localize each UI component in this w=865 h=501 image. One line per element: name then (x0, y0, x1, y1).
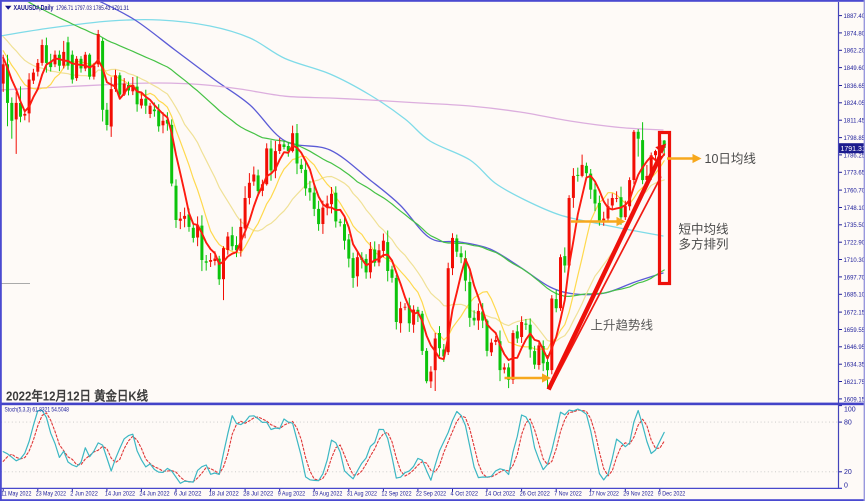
svg-text:1836.65: 1836.65 (844, 83, 865, 90)
svg-text:1672.15: 1672.15 (844, 310, 865, 317)
svg-text:1621.75: 1621.75 (844, 379, 865, 386)
svg-text:1791.31: 1791.31 (841, 146, 865, 153)
svg-text:XAUUSD#,Daily: XAUUSD#,Daily (14, 5, 54, 12)
svg-text:22 Sep 2022: 22 Sep 2022 (416, 490, 447, 497)
svg-text:1697.70: 1697.70 (844, 274, 865, 281)
svg-text:1685.10: 1685.10 (844, 292, 865, 299)
svg-text:19 Aug 2022: 19 Aug 2022 (312, 490, 343, 497)
svg-text:2022年12月12日 黄金日K线: 2022年12月12日 黄金日K线 (6, 389, 148, 404)
svg-text:1634.35: 1634.35 (844, 362, 865, 369)
svg-text:80: 80 (844, 420, 852, 427)
svg-text:1824.05: 1824.05 (844, 100, 865, 107)
svg-text:1760.70: 1760.70 (844, 188, 865, 195)
svg-text:1748.10: 1748.10 (844, 205, 865, 212)
svg-text:23 May 2022: 23 May 2022 (36, 490, 67, 497)
svg-text:1811.45: 1811.45 (844, 118, 865, 125)
svg-text:18 Jul 2022: 18 Jul 2022 (209, 490, 240, 497)
svg-text:1722.90: 1722.90 (844, 240, 865, 247)
svg-text:1798.85: 1798.85 (844, 135, 865, 142)
svg-text:上升趋势线: 上升趋势线 (591, 318, 654, 333)
svg-text:4 Oct 2022: 4 Oct 2022 (451, 490, 479, 497)
svg-text:31 Aug 2022: 31 Aug 2022 (347, 490, 378, 497)
svg-text:7 Nov 2022: 7 Nov 2022 (554, 490, 582, 497)
svg-text:11 May 2022: 11 May 2022 (1, 490, 32, 497)
svg-text:Stoch(5,3,3) 61.8321 54.5048: Stoch(5,3,3) 61.8321 54.5048 (5, 406, 70, 413)
svg-text:1609.15: 1609.15 (844, 396, 865, 403)
svg-text:1862.20: 1862.20 (844, 48, 865, 55)
svg-text:9 Aug 2022: 9 Aug 2022 (278, 490, 306, 497)
svg-text:1786.25: 1786.25 (844, 152, 865, 159)
svg-text:2 Jun 2022: 2 Jun 2022 (70, 490, 98, 497)
svg-text:14 Oct 2022: 14 Oct 2022 (485, 490, 516, 497)
svg-text:20: 20 (844, 469, 852, 476)
svg-text:28 Jul 2022: 28 Jul 2022 (243, 490, 274, 497)
svg-text:1659.55: 1659.55 (844, 327, 865, 334)
svg-text:1796.71 1797.03 1785.43 1791.3: 1796.71 1797.03 1785.43 1791.31 (56, 5, 129, 12)
svg-text:10日均线: 10日均线 (705, 152, 757, 166)
svg-text:0: 0 (844, 482, 848, 489)
svg-text:1849.60: 1849.60 (844, 65, 865, 72)
svg-text:1874.80: 1874.80 (844, 30, 865, 37)
svg-text:6 Jul 2022: 6 Jul 2022 (174, 490, 202, 497)
svg-text:1646.95: 1646.95 (844, 344, 865, 351)
svg-text:9 Dec 2022: 9 Dec 2022 (658, 490, 686, 497)
svg-text:12 Sep 2022: 12 Sep 2022 (381, 490, 412, 497)
svg-text:短中均线: 短中均线 (679, 222, 730, 237)
svg-text:17 Nov 2022: 17 Nov 2022 (589, 490, 620, 497)
svg-text:26 Oct 2022: 26 Oct 2022 (520, 490, 551, 497)
svg-text:24 Jun 2022: 24 Jun 2022 (139, 490, 170, 497)
svg-text:1773.65: 1773.65 (844, 170, 865, 177)
svg-text:多方排列: 多方排列 (679, 237, 729, 252)
svg-text:14 Jun 2022: 14 Jun 2022 (105, 490, 136, 497)
svg-text:29 Nov 2022: 29 Nov 2022 (623, 490, 654, 497)
svg-text:100: 100 (844, 407, 856, 414)
svg-text:1710.30: 1710.30 (844, 257, 865, 264)
svg-text:1887.40: 1887.40 (844, 13, 865, 20)
svg-text:1735.50: 1735.50 (844, 222, 865, 229)
